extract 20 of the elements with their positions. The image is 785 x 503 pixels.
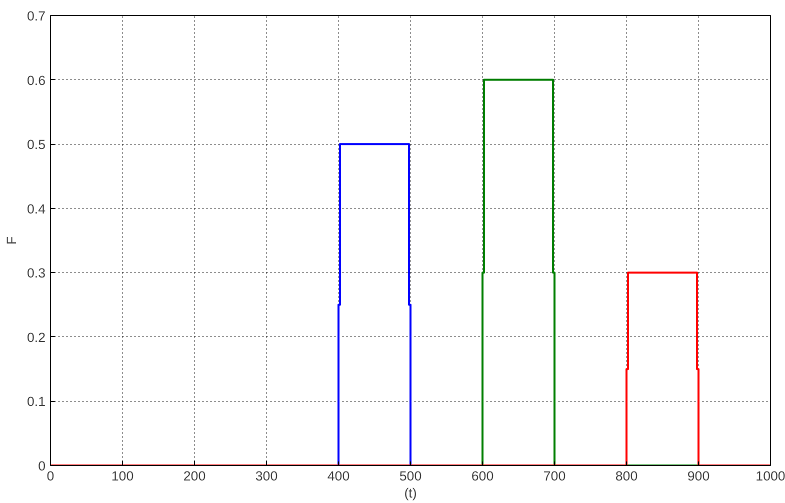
- x-tick-label: 1000: [756, 468, 785, 484]
- x-tick-label: 800: [615, 468, 638, 484]
- y-tick-label: 0.7: [26, 8, 46, 24]
- x-tick-label: 300: [255, 468, 278, 484]
- x-tick-label: 900: [687, 468, 710, 484]
- y-tick-label: 0.6: [26, 72, 46, 88]
- y-axis-title: F: [4, 236, 19, 245]
- x-tick-label: 100: [111, 468, 134, 484]
- x-axis-title: (t): [404, 486, 417, 500]
- y-tick-label: 0.2: [26, 330, 46, 345]
- y-tick-label: 0.4: [26, 201, 46, 216]
- x-tick-label: 200: [183, 468, 206, 484]
- y-tick-label: 0.1: [26, 394, 46, 410]
- x-tick-label: 500: [399, 468, 422, 484]
- x-tick-label: 600: [471, 468, 494, 484]
- y-tick-label: 0.3: [26, 266, 46, 281]
- y-tick-label: 0: [38, 458, 46, 474]
- y-tick-label: 0.5: [26, 137, 46, 152]
- x-tick-label: 700: [543, 468, 566, 484]
- x-tick-label: 400: [327, 468, 350, 484]
